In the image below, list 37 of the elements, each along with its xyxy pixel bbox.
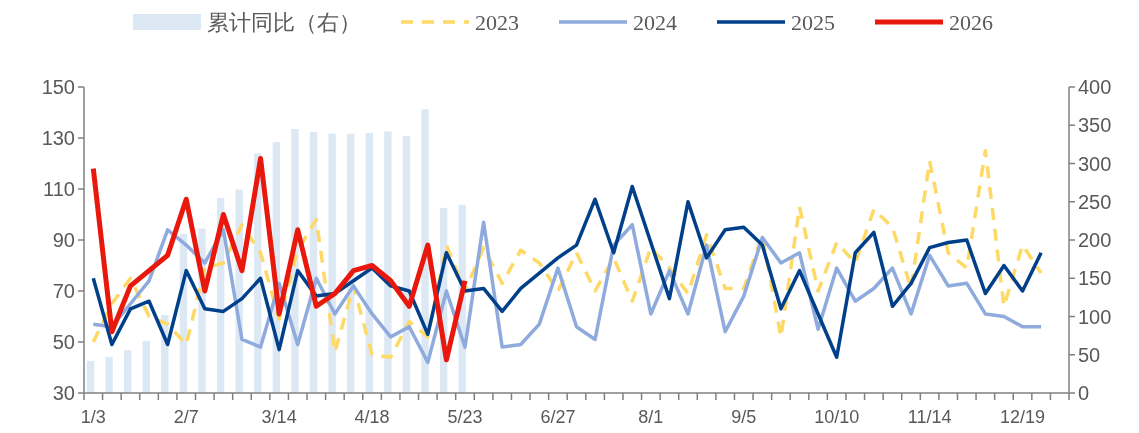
y2-tick-label: 100 [1078, 305, 1112, 328]
y-tick-label: 130 [41, 127, 75, 149]
bar [105, 357, 113, 393]
bar [142, 340, 150, 393]
y2-tick-label: 400 [1078, 76, 1112, 98]
x-tick-label: 1/3 [80, 407, 106, 427]
x-tick-label: 10/10 [814, 407, 860, 427]
x-tick-label: 11/14 [907, 407, 952, 427]
legend-label: 累计同比（右） [207, 10, 361, 35]
y-tick-label: 90 [52, 229, 75, 251]
y-tick-label: 70 [52, 280, 75, 302]
y2-tick-label: 200 [1078, 229, 1112, 251]
legend-label: 2026 [949, 10, 993, 35]
bar [86, 360, 95, 393]
y-tick-label: 150 [41, 76, 75, 98]
x-tick-label: 9/5 [731, 407, 757, 427]
legend-label: 2025 [791, 10, 835, 35]
x-tick-label: 2/7 [173, 407, 199, 427]
y2-tick-label: 50 [1078, 343, 1101, 366]
x-tick-label: 5/23 [447, 407, 483, 427]
x-tick-label: 4/18 [354, 407, 390, 427]
y2-tick-label: 150 [1078, 267, 1112, 290]
x-tick-label: 8/1 [638, 407, 664, 427]
y2-tick-label: 0 [1078, 382, 1090, 404]
y-tick-label: 30 [52, 382, 75, 404]
legend-label: 2024 [633, 10, 677, 35]
y2-tick-label: 250 [1078, 190, 1112, 213]
y-tick-label: 110 [43, 178, 75, 200]
y-tick-label: 50 [52, 331, 75, 353]
x-tick-label: 6/27 [540, 407, 576, 427]
y2-tick-label: 300 [1078, 152, 1112, 175]
x-tick-label: 12/19 [1000, 407, 1046, 427]
bar [384, 131, 392, 393]
legend-label: 2023 [475, 10, 519, 35]
bar [123, 350, 132, 393]
x-tick-label: 3/14 [261, 407, 297, 427]
y2-tick-label: 350 [1078, 114, 1112, 137]
